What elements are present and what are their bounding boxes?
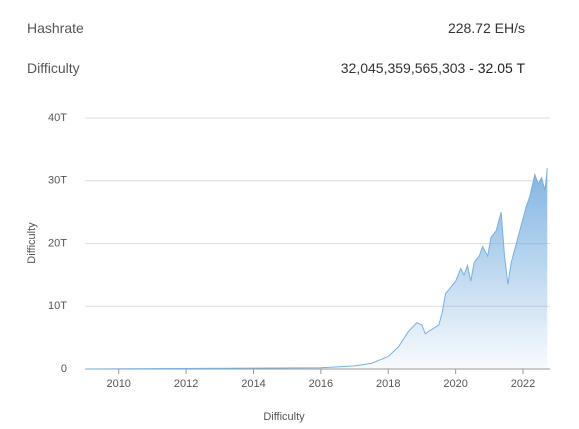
y-tick-label: 30T	[48, 175, 67, 187]
stat-value-group: 32,045,359,565,303 - 32.05 T	[341, 60, 525, 76]
x-tick-label: 2018	[376, 378, 400, 390]
x-tick-label: 2010	[106, 378, 130, 390]
y-tick-label: 0	[61, 363, 67, 375]
area-line	[84, 167, 548, 370]
stat-value: 228.72 EH/s	[447, 20, 525, 36]
x-axis-label: Difficulty	[263, 411, 305, 423]
stat-label: Hashrate	[27, 20, 84, 36]
x-tick-label: 2020	[443, 378, 467, 390]
area-fill	[85, 167, 548, 369]
x-tick-label: 2014	[241, 378, 265, 390]
x-tick-label: 2016	[309, 378, 333, 390]
stat-row: Hashrate 228.72 EH/s	[27, 20, 525, 36]
y-tick-label: 40T	[48, 112, 67, 124]
stat-value: 32,045,359,565,303	[340, 60, 466, 76]
stat-row: Difficulty 32,045,359,565,303 - 32.05 T	[27, 60, 525, 76]
y-tick-label: 10T	[48, 300, 67, 312]
x-tick-label: 2012	[174, 378, 198, 390]
x-tick-label: 2022	[511, 378, 535, 390]
y-axis-label: Difficulty	[26, 222, 38, 264]
stat-label: Difficulty	[27, 60, 80, 76]
stat-short: - 32.05 T	[469, 60, 525, 76]
y-tick-label: 20T	[48, 237, 67, 249]
